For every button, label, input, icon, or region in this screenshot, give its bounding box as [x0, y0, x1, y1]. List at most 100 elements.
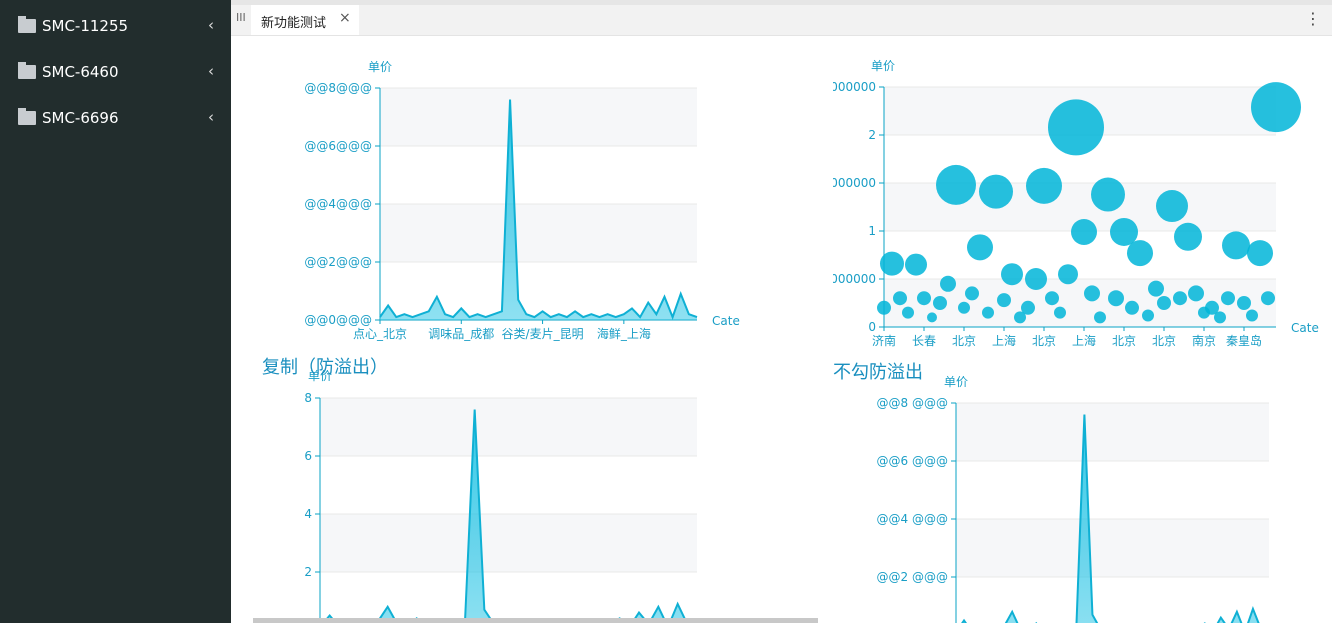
bubble: [905, 253, 927, 276]
bubble: [1094, 311, 1106, 324]
bubble: [927, 312, 937, 323]
y-tick-label: 6: [304, 449, 312, 463]
y-tick-label: 2: [868, 128, 876, 142]
bubble: [880, 251, 904, 276]
grid-band: [380, 204, 697, 262]
bubble: [958, 301, 970, 314]
menu-label: SMC-6460: [42, 63, 119, 81]
bubble: [1247, 240, 1273, 267]
bubble: [1142, 309, 1154, 322]
chart: @@2 @@@ @@4 @@@ @@6 @@@ @@8 @@@ 单价 不勾防溢出: [833, 362, 1269, 623]
sidebar: SMC-11255 ‹ SMC-6460 ‹ SMC-6696 ‹: [0, 0, 231, 623]
y-tick-label: @@2@@@: [304, 255, 372, 269]
bubble: [1110, 217, 1138, 246]
grid-band: [320, 514, 697, 572]
bubble: [1127, 240, 1153, 267]
x-tick-label: 济南: [872, 333, 896, 348]
bubble: [1222, 231, 1250, 260]
bubble: [1261, 291, 1275, 306]
y-axis-name: 单价: [308, 369, 332, 383]
y-tick-label: @@4 @@@: [877, 512, 948, 526]
y-tick-label: 0: [868, 320, 876, 334]
menu-item[interactable]: SMC-11255 ‹: [0, 5, 231, 51]
bubble: [1071, 218, 1097, 245]
bubble: [965, 286, 979, 301]
y-tick-label: @@6@@@: [304, 139, 372, 153]
line: [961, 414, 1260, 623]
more-button[interactable]: ⋮: [1305, 9, 1321, 28]
x-axis-name: Cate: [1291, 321, 1319, 335]
folder-icon: [18, 62, 36, 79]
y-tick-label: 4: [304, 507, 312, 521]
folder-icon: [18, 16, 36, 33]
y-tick-label: 000000: [830, 272, 876, 286]
chart: 000000010000002000000单价Cate济南 长春 北京 上海 北京 上海北…: [830, 59, 1319, 348]
bubble: [1058, 264, 1078, 285]
menu-item[interactable]: SMC-6460 ‹: [0, 51, 231, 97]
content: @@0@@@ @@2@@@ @@4@@@ @@6@@@ @@8@@@ 单价 Cate 点心_北…: [262, 59, 1319, 623]
bubble: [1214, 311, 1226, 324]
bubble: [1148, 280, 1164, 297]
bubble: [967, 234, 993, 261]
bubble: [877, 300, 891, 315]
y-tick-label: 000000: [830, 176, 876, 190]
scrollbar: [253, 618, 818, 623]
bubble: [979, 174, 1013, 209]
chart: @@0@@@ @@2@@@ @@4@@@ @@6@@@ @@8@@@ 单价 Cate 点心_北…: [304, 60, 739, 341]
x-tick-label: 北京: [1032, 334, 1056, 348]
bubble: [1125, 300, 1139, 315]
bubble: [940, 275, 956, 292]
grid-band: [380, 88, 697, 146]
y-axis-name: 单价: [871, 59, 895, 73]
x-tick-label: 谷类/麦片_昆明: [502, 327, 584, 341]
y-tick-label: @@4@@@: [304, 197, 372, 211]
chevron: ‹: [208, 62, 214, 80]
bubble: [1084, 285, 1100, 302]
line: [379, 99, 698, 320]
bubble: [933, 296, 947, 310]
x-tick-label: 调味品_成都: [428, 327, 494, 341]
tab-close[interactable]: ×: [339, 10, 351, 26]
y-tick-label: @@2 @@@: [877, 570, 948, 584]
bubble: [1246, 309, 1258, 322]
bubble: [997, 293, 1011, 308]
bubble: [917, 291, 931, 306]
x-axis-name: Cate: [712, 314, 740, 328]
bubble: [1205, 300, 1219, 315]
bubble: [1174, 222, 1202, 251]
bubble: [1045, 291, 1059, 306]
tab-menu[interactable]: III: [236, 11, 246, 24]
bubble: [1157, 296, 1171, 310]
y-tick-label: 1: [868, 224, 876, 238]
chart-title: 复制（防溢出）: [262, 357, 388, 378]
y-tick-label: 000000: [830, 80, 876, 94]
bubble: [1025, 268, 1047, 290]
folder-icon: [18, 108, 36, 125]
bubble: [1026, 167, 1062, 204]
bubble: [1221, 291, 1235, 306]
grid-band: [956, 403, 1269, 461]
y-tick-label: @@6 @@@: [877, 454, 948, 468]
y-tick-label: 2: [304, 565, 312, 579]
bubble: [1048, 99, 1104, 156]
menu-label: SMC-6696: [42, 109, 119, 127]
x-tick-label: 秦皇岛: [1226, 333, 1262, 348]
y-axis-name: 单价: [368, 60, 392, 74]
x-tick-label: 点心_北京: [353, 327, 407, 341]
dashboard: @@0@@@ @@2@@@ @@4@@@ @@6@@@ @@8@@@ 单价 Cate 点心_北…: [253, 59, 1319, 623]
bubble: [936, 164, 976, 205]
top-border: [231, 0, 1332, 5]
x-tick-label: 上海: [1072, 333, 1096, 348]
bubble: [1108, 290, 1124, 307]
tab[interactable]: 新功能测试 ×: [251, 5, 359, 35]
y-tick-label: @@0@@@: [304, 313, 372, 327]
x-tick-label: 海鲜_上海: [597, 326, 651, 341]
bubble: [1188, 285, 1204, 302]
menu-item[interactable]: SMC-6696 ‹: [0, 97, 231, 143]
x-tick-label: 长春: [912, 334, 936, 348]
bubble: [1251, 82, 1301, 133]
bubble: [1156, 190, 1188, 223]
chart-title: 不勾防溢出: [833, 362, 923, 383]
